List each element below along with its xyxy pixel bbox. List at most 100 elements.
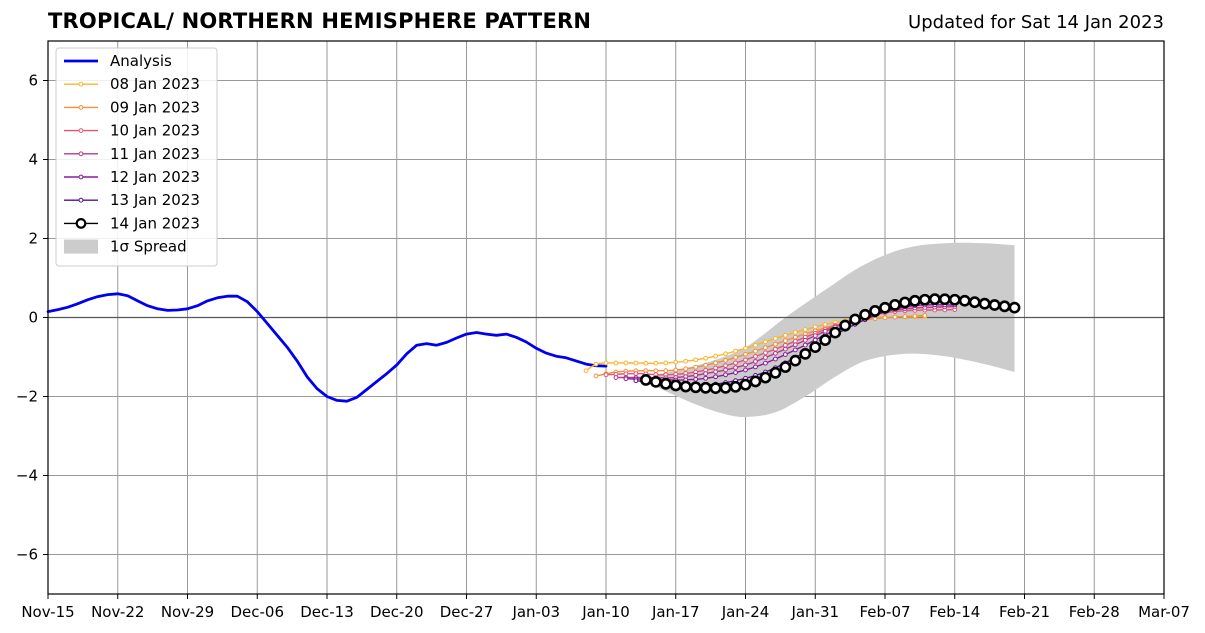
forecast-point (743, 357, 748, 363)
current-point (879, 301, 891, 314)
legend: Analysis 08 Jan 2023 09 Jan 2023 10 Jan 202… (55, 47, 218, 267)
current-point (889, 298, 901, 311)
forecast-point (593, 361, 599, 367)
x-tick-label: Feb-07 (859, 603, 910, 621)
forecast-point (763, 355, 768, 360)
x-tick-label: Feb-14 (929, 603, 980, 621)
x-tick-label: Dec-20 (370, 603, 424, 621)
forecast-point (912, 313, 918, 319)
current-point (839, 319, 852, 332)
forecast-point (663, 368, 669, 374)
forecast-point (772, 350, 778, 356)
forecast-point (603, 360, 609, 366)
forecast-point (663, 360, 669, 366)
current-point (918, 293, 931, 306)
forecast-point (802, 327, 808, 332)
forecast-point (723, 363, 728, 369)
legend-marker-10-jan-2023 (78, 128, 84, 134)
forecast-point (653, 368, 659, 374)
forecast-point (782, 332, 788, 338)
x-tick-label: Dec-27 (440, 603, 494, 621)
forecast-point (723, 372, 728, 378)
legend-label-analysis: Analysis (110, 52, 172, 70)
forecast-point (613, 360, 619, 366)
forecast-point (802, 337, 808, 343)
forecast-point (782, 342, 788, 348)
forecast-point (713, 360, 719, 366)
forecast-point (812, 324, 818, 330)
legend-marker-14-jan-2023 (75, 217, 87, 229)
x-tick-label: Jan-31 (790, 603, 839, 621)
forecast-point (772, 356, 778, 362)
y-tick-label: −2 (16, 388, 38, 406)
forecast-point (713, 353, 719, 359)
x-tick-label: Feb-21 (999, 603, 1050, 621)
forecast-point (703, 355, 709, 361)
forecast-point (763, 339, 768, 345)
forecast-point (792, 329, 798, 335)
legend-label-11-jan-2023: 11 Jan 2023 (110, 145, 200, 163)
current-point (948, 293, 961, 306)
forecast-point (763, 360, 768, 366)
legend-box (55, 47, 218, 267)
forecast-point (753, 342, 758, 348)
legend-label-10-jan-2023: 10 Jan 2023 (110, 122, 200, 140)
current-point (938, 293, 951, 306)
forecast-point (723, 357, 728, 363)
legend-label-spread: 1σ Spread (110, 238, 187, 256)
x-tick-label: Jan-17 (651, 603, 700, 621)
legend-marker-12-jan-2023 (78, 174, 84, 180)
current-point (649, 375, 662, 388)
x-tick-label: Jan-03 (511, 603, 560, 621)
forecast-point (633, 371, 639, 376)
x-tick-label: Nov-22 (91, 603, 144, 621)
forecast-point (782, 338, 788, 344)
forecast-point (792, 342, 798, 348)
x-tick-label: Mar-07 (1138, 603, 1190, 621)
y-tick-label: 4 (28, 151, 38, 169)
forecast-point (753, 364, 758, 370)
analysis-line (46, 292, 608, 403)
forecast-point (723, 351, 728, 357)
legend-label-09-jan-2023: 09 Jan 2023 (110, 98, 200, 116)
forecast-point (743, 367, 748, 373)
forecast-point (673, 359, 679, 365)
current-point (669, 379, 682, 392)
current-point (1008, 301, 1021, 314)
forecast-point (633, 378, 639, 384)
current-point (699, 381, 712, 394)
forecast-point (743, 362, 748, 368)
forecast-line (595, 314, 925, 377)
legend-label-12-jan-2023: 12 Jan 2023 (110, 168, 200, 186)
forecast-point (683, 358, 689, 364)
series-layer (46, 292, 1021, 403)
current-point (899, 296, 911, 309)
forecast-point (623, 376, 629, 382)
forecast-point (633, 360, 639, 366)
forecast-point (733, 348, 738, 354)
current-point (829, 326, 842, 339)
forecast-point (593, 373, 599, 379)
current-point (779, 361, 792, 373)
forecast-point (733, 355, 738, 360)
forecast-point (713, 369, 719, 375)
current-point (799, 347, 812, 360)
axes: Nov-15 Nov-22 Nov-29 Dec-06 Dec-13 Dec-20 Dec-… (16, 72, 1190, 622)
current-point (968, 296, 981, 309)
legend-label-08-jan-2023: 08 Jan 2023 (110, 75, 200, 93)
current-point (759, 371, 772, 384)
forecast-point (733, 360, 738, 366)
current-point (689, 381, 702, 394)
forecast-point (723, 367, 728, 373)
forecast-point (772, 341, 778, 347)
x-tick-label: Feb-28 (1069, 603, 1120, 621)
current-point (729, 380, 742, 393)
x-tick-label: Dec-13 (300, 603, 354, 621)
forecast-point (922, 313, 928, 318)
legend-marker-08-jan-2023 (78, 81, 84, 87)
forecast-point (653, 360, 659, 366)
current-point (639, 374, 652, 386)
forecast-point (772, 336, 778, 341)
forecast-point (902, 314, 908, 319)
series-14-jan-2023 (639, 293, 1021, 395)
